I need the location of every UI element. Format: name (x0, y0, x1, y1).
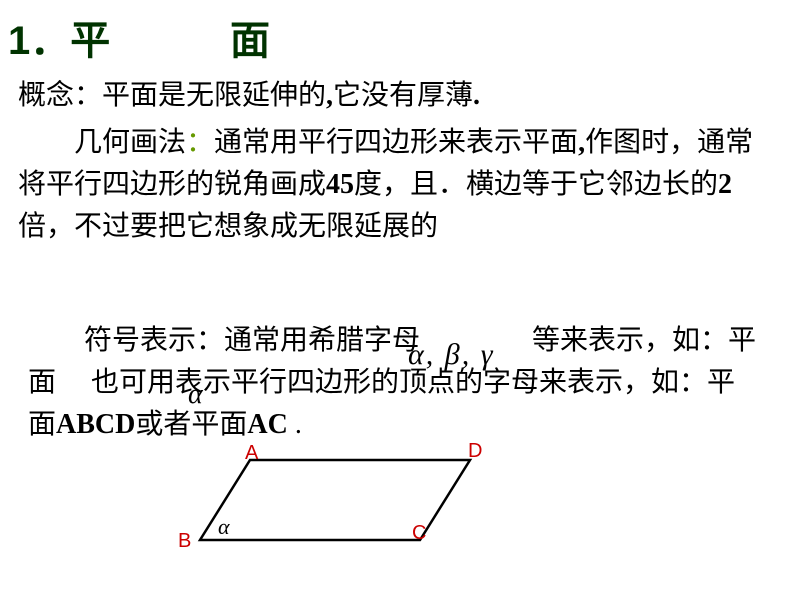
greek-comma2: , (462, 338, 472, 371)
para2-colon: ： (186, 127, 214, 158)
greek-letters-list: α, β, γ (408, 332, 495, 377)
para1-bold2: . (473, 80, 480, 111)
plane-alpha-label: α (218, 514, 230, 540)
para1-text-b: 它没有厚薄 (333, 80, 473, 111)
parallelogram-svg (190, 450, 490, 550)
title-part1: 1．平 (8, 8, 110, 66)
greek-beta: β (445, 338, 462, 371)
para2-text-e: 倍，不过要把它想象成无限延展的 (18, 211, 438, 242)
parallelogram-diagram: A D B C α (190, 450, 490, 570)
greek-gamma: γ (481, 338, 495, 371)
greek-alpha-inline: α (188, 374, 203, 416)
para2-text-b: 通常用平行四边形来表示平面 (214, 127, 578, 158)
para2-bold2: 45 (326, 169, 354, 200)
para-symbol: 符号表示：通常用希腊字母 等来表示，如：平面 也可用表示平行四边形的顶点的字母来… (28, 320, 758, 446)
para3-bold1: ABCD (56, 409, 135, 440)
para2-bold3: 2 (718, 169, 732, 200)
para3-indent (28, 325, 84, 356)
para-concept: 概念：平面是无限延伸的,它没有厚薄. (18, 75, 480, 117)
para2-indent (18, 127, 74, 158)
vertex-label-d: D (468, 440, 482, 463)
para2-text-a: 几何画法 (74, 127, 186, 158)
title-part2: 面 (230, 8, 270, 66)
vertex-label-b: B (178, 530, 191, 553)
greek-comma1: , (426, 338, 436, 371)
greek-alpha: α (408, 338, 426, 371)
para1-bold1: , (326, 80, 333, 111)
vertex-label-c: C (412, 522, 426, 545)
para2-bold1: , (578, 127, 585, 158)
para2-text-d: 度，且．横边等于它邻边长的 (354, 169, 718, 200)
para3-text-c: . (288, 409, 302, 440)
para1-text-a: 概念：平面是无限延伸的 (18, 80, 326, 111)
para3-bold2: AC (247, 409, 287, 440)
para-drawing: 几何画法：通常用平行四边形来表示平面,作图时，通常将平行四边形的锐角画成45度，… (18, 122, 758, 248)
vertex-label-a: A (245, 442, 258, 465)
parallelogram-shape (200, 460, 470, 540)
